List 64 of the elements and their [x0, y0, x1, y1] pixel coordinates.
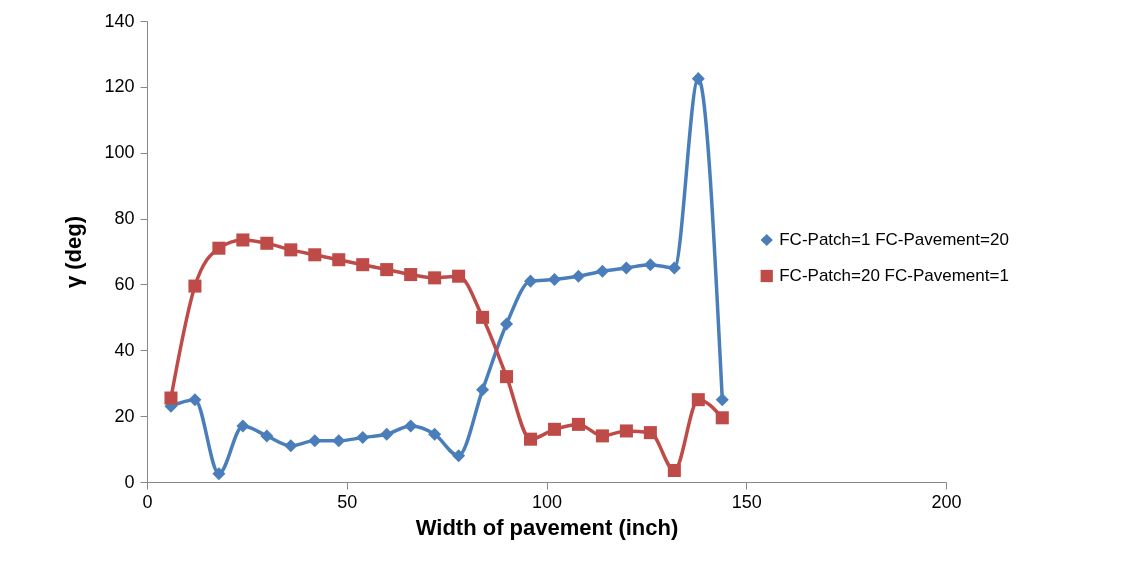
point	[164, 391, 178, 405]
point	[260, 236, 274, 250]
point	[188, 393, 202, 407]
point	[571, 269, 585, 283]
y-tick-label: 20	[114, 405, 135, 426]
point	[284, 243, 298, 257]
x-axis-title: Width of pavement (inch)	[415, 514, 679, 540]
x-tick-label: 200	[931, 491, 962, 512]
point	[236, 419, 250, 433]
point	[404, 268, 418, 282]
point	[476, 383, 490, 397]
point	[428, 271, 442, 285]
y-tick-label: 100	[104, 142, 135, 163]
x-tick-label: 0	[142, 491, 153, 512]
point	[571, 417, 585, 431]
point	[715, 393, 729, 407]
point	[691, 72, 705, 86]
point	[260, 429, 274, 443]
point	[188, 279, 202, 293]
y-axis-title: γ (deg)	[61, 215, 87, 289]
y-tick-label: 80	[114, 208, 135, 229]
point	[643, 258, 657, 272]
point	[212, 467, 226, 481]
x-tick-label: 150	[731, 491, 762, 512]
point	[284, 439, 298, 453]
point	[380, 263, 394, 277]
point	[691, 393, 705, 407]
point	[356, 258, 370, 272]
x-tick-label: 100	[531, 491, 563, 512]
point	[547, 272, 562, 287]
point	[452, 269, 466, 283]
point	[595, 429, 609, 443]
point	[476, 310, 490, 324]
y-tick-label: 0	[124, 471, 135, 492]
point	[308, 434, 322, 448]
point	[500, 317, 514, 331]
point	[667, 261, 681, 275]
point	[547, 422, 562, 436]
y-tick-label: 40	[114, 339, 135, 360]
legend-label: FC-Patch=20 FC-Pavement=1	[779, 266, 1009, 285]
point	[428, 427, 442, 441]
point	[643, 426, 657, 440]
point	[500, 370, 514, 384]
point	[308, 248, 322, 262]
point	[356, 431, 370, 445]
y-tick-label: 140	[104, 10, 135, 31]
point	[715, 411, 729, 425]
point	[404, 419, 418, 433]
x-tick-label: 50	[337, 491, 358, 512]
y-tick-label: 60	[114, 273, 135, 294]
point	[380, 427, 394, 441]
point	[524, 274, 538, 288]
point	[212, 241, 226, 255]
point	[619, 261, 633, 275]
point	[619, 424, 633, 438]
point	[332, 434, 346, 448]
point	[452, 449, 466, 463]
point	[524, 432, 538, 446]
point	[332, 253, 346, 267]
point	[236, 233, 250, 247]
point	[667, 463, 681, 477]
legend-label: FC-Patch=1 FC-Pavement=20	[779, 230, 1009, 249]
y-tick-label: 120	[104, 76, 135, 97]
point	[595, 264, 609, 278]
